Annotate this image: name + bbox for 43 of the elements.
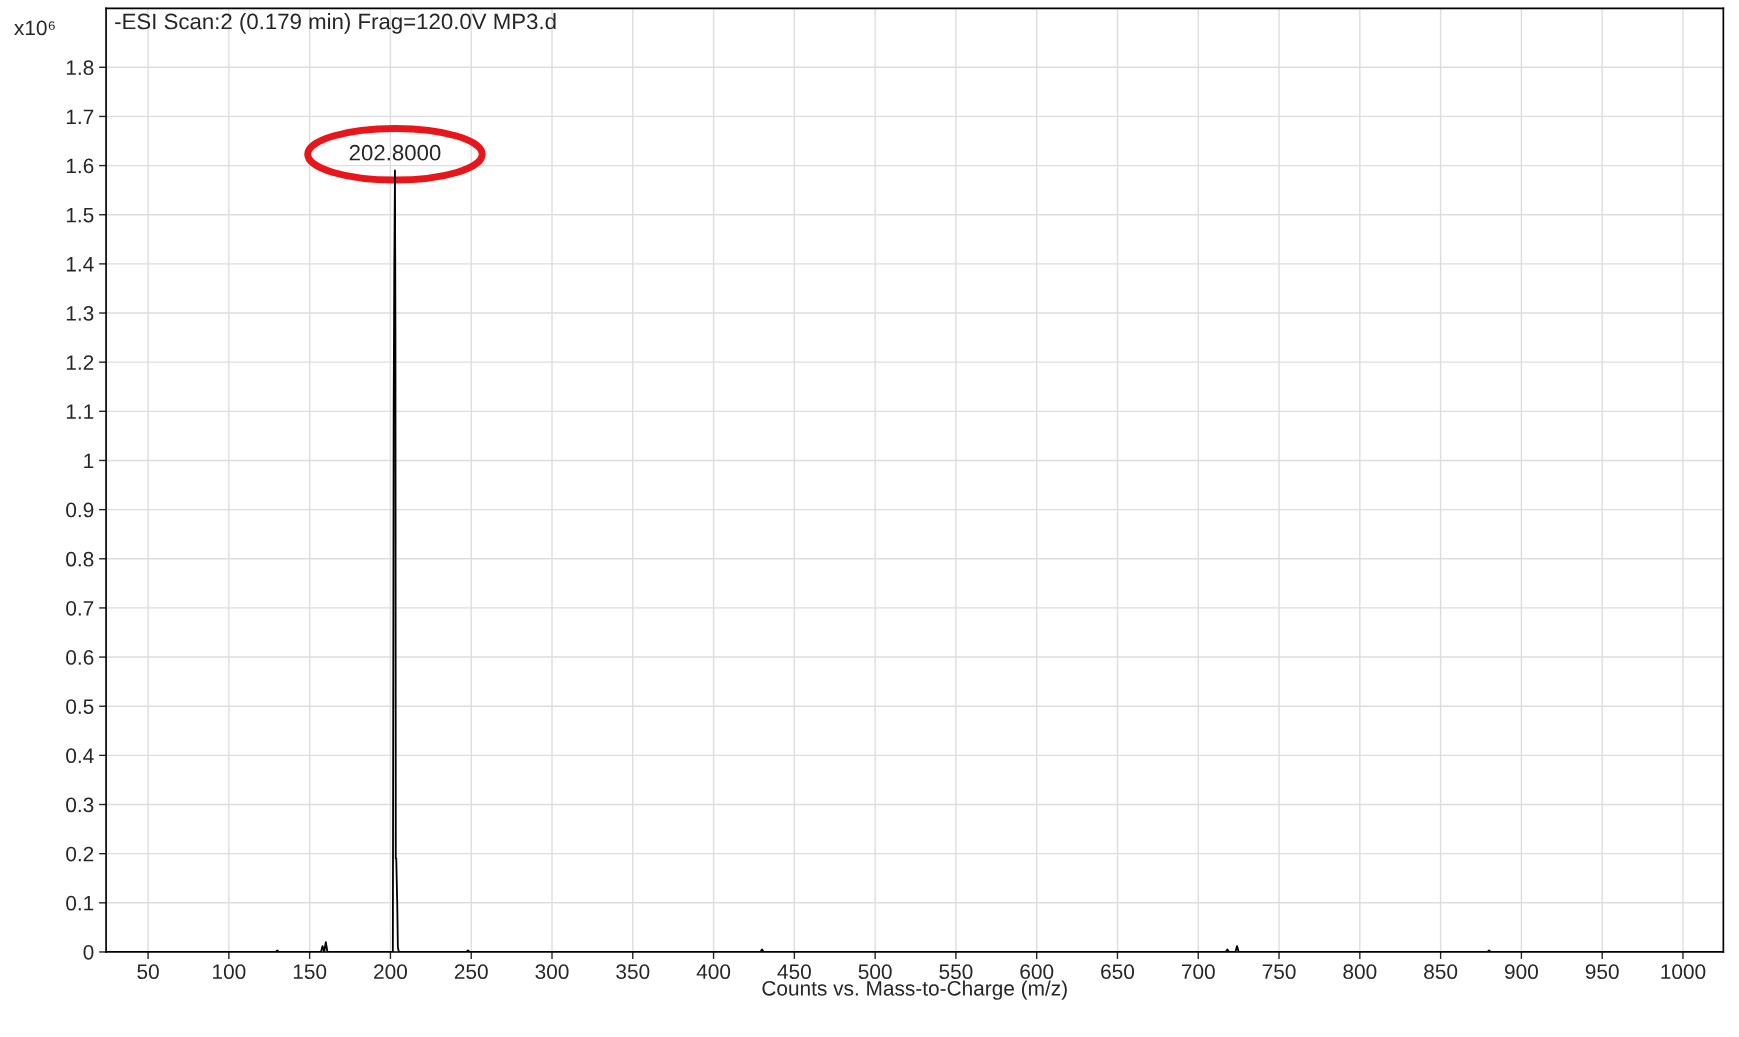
y-tick-label: 1.2	[66, 355, 94, 370]
y-tick-label: 0.3	[66, 797, 94, 813]
y-tick-label: 1.4	[66, 257, 94, 272]
y-tick-label: 0.1	[66, 895, 94, 911]
x-tick-label: 800	[1343, 964, 1377, 980]
x-tick-label: 650	[1101, 964, 1135, 980]
x-tick-label: 400	[696, 964, 731, 980]
x-tick-label: 50	[137, 964, 159, 980]
y-tick-label: 0.5	[66, 699, 94, 714]
y-tick-label: 0.6	[66, 650, 94, 665]
x-tick-label: 100	[213, 964, 246, 980]
annotation: 202.8000	[349, 144, 441, 161]
x-tick-label: 250	[454, 964, 488, 980]
x-tick-label: 200	[374, 964, 407, 980]
y-tick-label: 1.6	[66, 158, 94, 174]
y-tick-label: 1.5	[66, 207, 94, 223]
x-tick-label: 700	[1181, 964, 1215, 980]
x-tick-label: 150	[293, 964, 327, 980]
y-tick-label: 0.9	[66, 502, 94, 518]
x-tick-label: 950	[1585, 964, 1619, 980]
y-tick-label: 1.7	[66, 109, 94, 124]
x-tick-label: 500	[858, 964, 892, 980]
x-tick-label: 750	[1262, 964, 1296, 980]
x-tick-label: 900	[1504, 964, 1538, 980]
x-axis-title: Counts vs. Mass-to-Charge (m/z)	[762, 980, 1067, 1000]
x-tick-label: 600	[1020, 964, 1054, 980]
y-tick-label: 1.8	[66, 60, 94, 76]
y-tick-label: 0.7	[66, 600, 94, 616]
y-axis-title: x10⁶	[14, 20, 55, 36]
x-tick-label: 300	[535, 964, 569, 980]
y-tick-label: 0	[83, 944, 94, 960]
x-tick-label: 1000	[1661, 964, 1706, 980]
y-tick-label: 0.4	[66, 748, 94, 764]
x-tick-label: 550	[939, 964, 973, 980]
x-tick-label: 850	[1424, 964, 1458, 980]
y-tick-label: 1	[84, 453, 94, 469]
chart-title: -ESI Scan:2 (0.179 min) Frag=120.0V MP3.d	[115, 13, 556, 34]
y-tick-label: 1.1	[66, 404, 94, 419]
y-tick-label: 1.3	[66, 306, 94, 321]
x-tick-label: 450	[777, 964, 811, 980]
x-tick-label: 350	[616, 964, 650, 980]
y-tick-label: 0.2	[66, 846, 94, 862]
y-tick-label: 0.8	[66, 551, 94, 567]
